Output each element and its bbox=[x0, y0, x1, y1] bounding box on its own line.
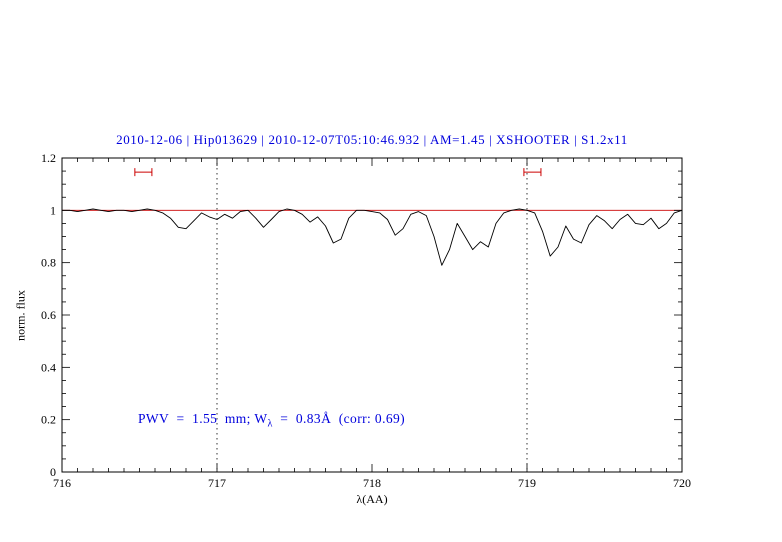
pwv-annotation: PWV = 1.55 mm; Wλ = 0.83Å (corr: 0.69) bbox=[138, 411, 405, 430]
plot-title: 2010-12-06 | Hip013629 | 2010-12-07T05:1… bbox=[116, 132, 628, 147]
y-tick-label: 0.6 bbox=[41, 308, 56, 322]
y-tick-label: 0.8 bbox=[41, 256, 56, 270]
y-tick-label: 0.4 bbox=[41, 360, 56, 374]
interval-marker bbox=[523, 168, 542, 177]
x-tick-label: 716 bbox=[53, 476, 71, 490]
y-tick-label: 0.2 bbox=[41, 413, 56, 427]
annotation-suffix: = 0.83Å (corr: 0.69) bbox=[272, 411, 406, 426]
y-axis-label: norm. flux bbox=[13, 290, 28, 341]
annotation-lambda-sub: λ bbox=[267, 418, 273, 430]
spectrum-line bbox=[62, 208, 683, 266]
x-tick-label: 720 bbox=[673, 476, 691, 490]
x-tick-label: 717 bbox=[208, 476, 226, 490]
x-axis-label: λ(AA) bbox=[356, 492, 388, 506]
x-tick-label: 718 bbox=[363, 476, 381, 490]
y-tick-label: 0 bbox=[50, 465, 56, 479]
y-tick-label: 1 bbox=[50, 203, 56, 217]
interval-marker bbox=[134, 168, 153, 177]
y-tick-label: 1.2 bbox=[41, 151, 56, 165]
annotation-prefix: PWV = 1.55 mm; W bbox=[138, 411, 268, 426]
x-tick-label: 719 bbox=[518, 476, 536, 490]
